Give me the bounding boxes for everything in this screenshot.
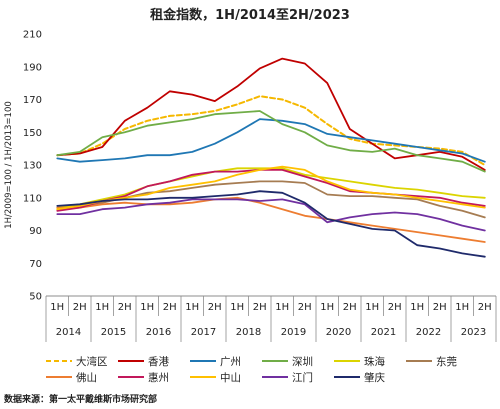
year-label: 2016 [146,327,171,338]
series-line-珠海 [56,167,486,209]
y-tick-label: 130 [23,161,42,172]
legend-label: 珠海 [364,355,385,368]
x-tick-label: 1H [140,302,154,313]
year-label: 2017 [191,327,216,338]
legend-label: 广州 [220,356,241,368]
x-tick-label: 1H [230,302,244,313]
y-tick-label: 170 [23,95,42,106]
series-line-广州 [56,118,486,163]
x-tick-label: 1H [275,302,289,313]
chart-title: 租金指数，1H/2014至2H/2023 [150,8,350,23]
x-tick-label: 2H [478,302,492,313]
x-tick-label: 1H [185,302,199,313]
y-tick-label: 110 [23,193,42,204]
series-line-佛山 [56,196,486,243]
legend-label: 中山 [220,371,241,384]
x-tick-label: 2H [298,302,312,313]
legend-label: 深圳 [292,356,313,368]
x-tick-label: 1H [50,302,64,313]
series-line-肇庆 [56,190,486,258]
y-tick-label: 210 [23,30,42,41]
x-tick-label: 1H [95,302,109,313]
year-label: 2020 [326,327,351,338]
x-tick-label: 2H [388,302,402,313]
x-tick-label: 2H [253,302,267,313]
year-label: 2015 [101,327,126,338]
y-tick-label: 50 [29,292,42,303]
x-tick-label: 2H [208,302,222,313]
y-tick-label: 90 [29,226,42,237]
x-tick-label: 2H [433,302,447,313]
x-tick-label: 2H [163,302,177,313]
year-label: 2021 [371,327,396,338]
series-line-惠州 [56,168,486,212]
y-tick-label: 150 [23,128,42,139]
x-tick-label: 1H [455,302,469,313]
year-label: 2023 [461,327,486,338]
series-line-深圳 [56,110,486,173]
series-line-香港 [56,57,486,171]
x-tick-label: 2H [118,302,132,313]
series-layer [56,57,486,258]
y-tick-label: 190 [23,62,42,73]
legend-label: 东莞 [436,355,457,368]
legend-label: 江门 [292,371,313,384]
legend-label: 肇庆 [364,371,385,384]
year-label: 2018 [236,327,261,338]
legend-label: 香港 [148,356,169,368]
legend-label: 佛山 [76,371,97,384]
axis-layer: 50 70 90 110 130 150 170 190 210 1H/2009=100 / 1H… [4,30,497,342]
x-tick-label: 1H [320,302,334,313]
x-tick-label: 1H [365,302,379,313]
series-line-江门 [56,198,486,232]
year-label: 2022 [416,327,441,338]
year-label: 2019 [281,327,306,338]
legend-label: 大湾区 [76,355,108,368]
x-tick-label: 2H [73,302,87,313]
x-tick-label: 2H [343,302,357,313]
source-note: 数据来源：第一太平戴维斯市场研究部 [4,395,158,405]
x-tick-label: 1H [410,302,424,313]
y-axis-label: 1H/2009=100 / 1H/2013=100 [4,101,14,229]
year-label: 2014 [56,327,81,338]
series-line-中山 [56,165,486,211]
legend-label: 惠州 [148,371,169,384]
y-tick-label: 70 [29,259,42,270]
